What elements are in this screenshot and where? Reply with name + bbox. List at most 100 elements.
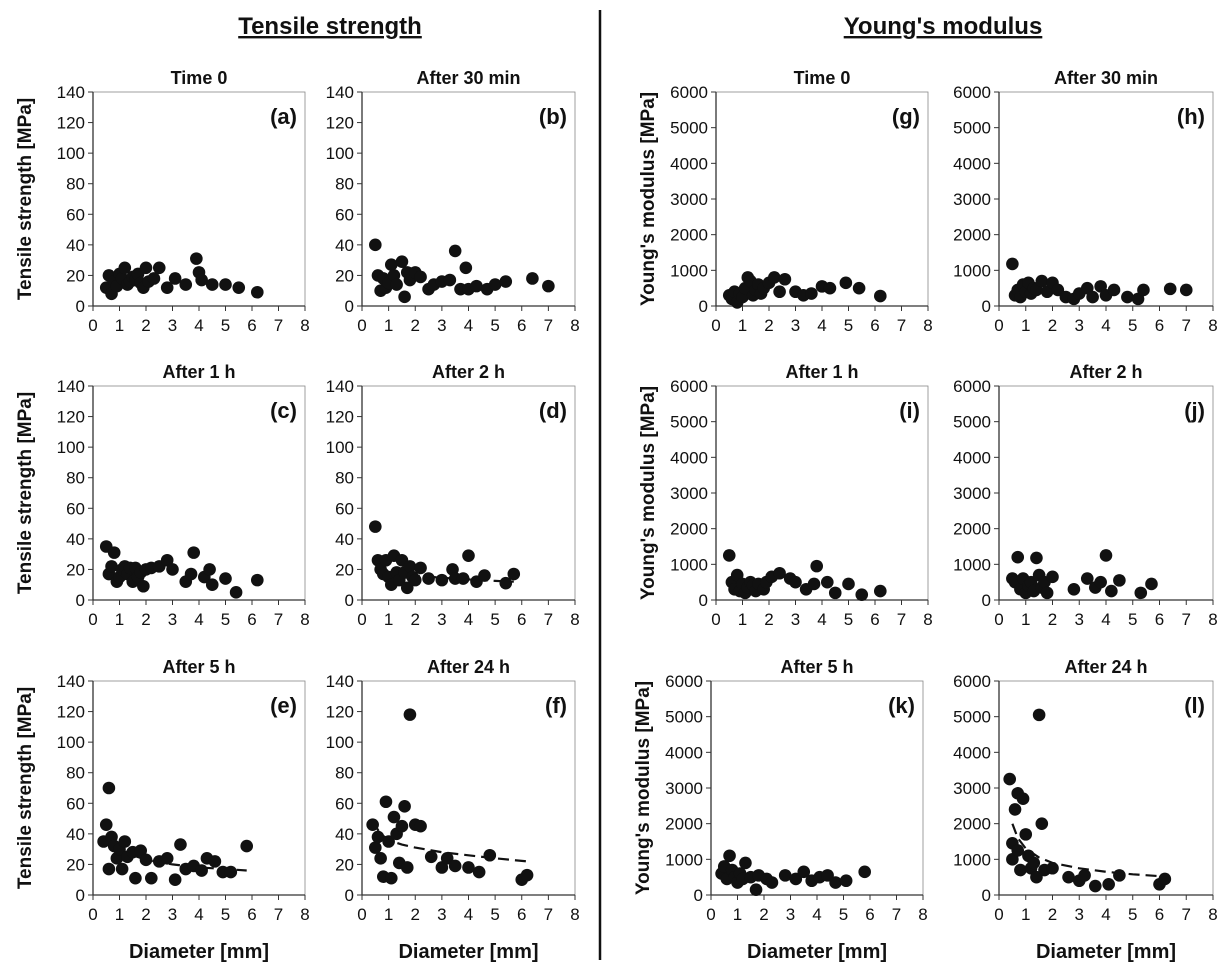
y-tick-label: 2000	[665, 815, 703, 834]
data-point	[520, 868, 534, 882]
x-tick-label: 8	[570, 610, 579, 629]
data-point	[187, 546, 200, 559]
y-tick-label: 60	[335, 499, 354, 518]
x-tick-label: 6	[1155, 610, 1164, 629]
panel-label: (c)	[270, 398, 297, 423]
y-tick-label: 40	[66, 530, 85, 549]
data-point	[179, 278, 193, 291]
y-tick-label: 1000	[670, 555, 708, 574]
y-tick-label: 20	[335, 560, 354, 579]
y-tick-label: 4000	[665, 743, 703, 762]
x-axis-label: Diameter [mm]	[747, 941, 887, 963]
x-tick-label: 8	[923, 316, 932, 335]
x-tick-label: 3	[168, 905, 177, 924]
data-point	[821, 575, 834, 589]
x-axis-label: Diameter [mm]	[1036, 941, 1176, 963]
data-point	[160, 852, 174, 865]
data-point	[129, 871, 142, 885]
data-point	[739, 856, 752, 870]
data-point	[219, 278, 232, 291]
data-point	[488, 278, 502, 291]
data-point	[195, 273, 208, 287]
x-tick-label: 0	[706, 905, 715, 924]
y-tick-label: 140	[57, 377, 85, 396]
x-tick-label: 2	[141, 905, 150, 924]
data-point	[203, 563, 216, 576]
data-point	[1062, 870, 1075, 884]
data-point	[395, 255, 409, 268]
data-point	[778, 869, 792, 882]
data-point	[855, 588, 869, 601]
data-point	[414, 561, 427, 575]
data-point	[828, 586, 842, 600]
y-tick-label: 60	[66, 499, 85, 518]
x-tick-label: 8	[300, 610, 309, 629]
y-tick-label: 3000	[953, 779, 991, 798]
data-point	[195, 864, 208, 877]
data-point	[1179, 283, 1193, 297]
data-point	[805, 287, 818, 300]
x-tick-label: 0	[994, 316, 1003, 335]
data-point	[810, 559, 823, 573]
data-point	[408, 573, 422, 587]
data-point	[1019, 828, 1033, 841]
data-point	[1035, 274, 1049, 288]
y-tick-label: 80	[335, 764, 354, 783]
y-tick-label: 6000	[670, 377, 708, 396]
data-point	[842, 577, 855, 591]
x-tick-label: 8	[923, 610, 932, 629]
y-tick-label: 4000	[953, 154, 991, 173]
x-tick-label: 4	[817, 316, 826, 335]
x-tick-label: 5	[221, 905, 230, 924]
x-tick-label: 5	[844, 316, 853, 335]
data-point	[1102, 878, 1115, 891]
x-tick-label: 2	[1048, 316, 1057, 335]
data-point	[250, 285, 264, 299]
x-tick-label: 2	[764, 316, 773, 335]
data-point	[134, 844, 147, 857]
y-tick-label: 0	[345, 591, 354, 610]
data-point	[456, 572, 470, 585]
data-point	[403, 560, 417, 573]
data-point	[839, 276, 853, 290]
x-tick-label: 4	[812, 905, 821, 924]
y-tick-label: 40	[335, 825, 354, 844]
panel-title: After 24 h	[1064, 657, 1147, 677]
x-tick-label: 0	[711, 316, 720, 335]
right-section-title: Young's modulus	[844, 13, 1043, 40]
y-tick-label: 6000	[953, 672, 991, 691]
y-tick-label: 60	[335, 794, 354, 813]
panel-label: (d)	[539, 398, 567, 423]
y-tick-label: 0	[982, 886, 991, 905]
y-tick-label: 120	[57, 114, 85, 133]
x-tick-label: 5	[221, 610, 230, 629]
x-tick-label: 2	[764, 610, 773, 629]
data-point	[1099, 549, 1113, 562]
y-tick-label: 4000	[670, 448, 708, 467]
x-tick-label: 7	[274, 905, 283, 924]
x-tick-label: 8	[570, 316, 579, 335]
data-point	[1011, 844, 1025, 857]
data-point	[398, 290, 411, 304]
data-point	[369, 238, 382, 252]
data-point	[384, 871, 398, 885]
y-tick-label: 40	[335, 530, 354, 549]
panel-label: (l)	[1184, 693, 1205, 718]
data-point	[400, 861, 414, 874]
x-tick-label: 7	[274, 316, 283, 335]
data-point	[797, 865, 811, 879]
y-tick-label: 6000	[670, 83, 708, 102]
data-point	[526, 272, 539, 285]
y-tick-label: 120	[326, 703, 354, 722]
data-point	[773, 285, 786, 299]
x-tick-label: 2	[141, 610, 150, 629]
x-tick-label: 5	[1128, 905, 1137, 924]
data-point	[414, 819, 427, 833]
x-axis-label: Diameter [mm]	[398, 941, 538, 963]
y-tick-label: 3000	[670, 190, 708, 209]
data-point	[1067, 583, 1081, 596]
x-tick-label: 6	[870, 610, 879, 629]
